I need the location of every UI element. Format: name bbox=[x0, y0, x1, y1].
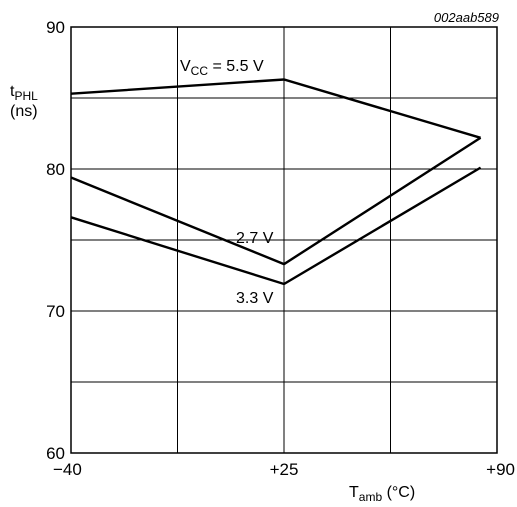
y-axis-unit: (ns) bbox=[10, 103, 38, 120]
x-axis-label: Tamb (°C) bbox=[349, 484, 415, 504]
y-tick-label-2: 80 bbox=[46, 160, 65, 179]
grid bbox=[70, 26, 498, 454]
series-line-0 bbox=[70, 78, 481, 139]
y-tick-label-3: 90 bbox=[46, 18, 65, 37]
y-tick-label-1: 70 bbox=[46, 302, 65, 321]
plot-frame bbox=[70, 26, 498, 454]
series-line-1 bbox=[70, 136, 482, 266]
x-tick-label-1: +25 bbox=[270, 460, 299, 479]
y-axis-label: tPHL bbox=[10, 83, 38, 103]
x-tick-label-0: −40 bbox=[53, 460, 82, 479]
x-tick-labels: −40 +25 +90 bbox=[53, 460, 515, 479]
series-label-vcc-5-5v: VCC = 5.5 V bbox=[180, 58, 264, 78]
y-tick-label-0: 60 bbox=[46, 444, 65, 463]
series-label-2-7v: 2.7 V bbox=[236, 230, 274, 247]
series-label-3-3v: 3.3 V bbox=[236, 290, 274, 307]
figure-code: 002aab589 bbox=[434, 10, 499, 25]
series-line-2 bbox=[70, 166, 482, 286]
y-tick-labels: 60 70 80 90 bbox=[46, 18, 65, 463]
x-tick-label-2: +90 bbox=[486, 460, 515, 479]
series-lines bbox=[70, 78, 482, 286]
